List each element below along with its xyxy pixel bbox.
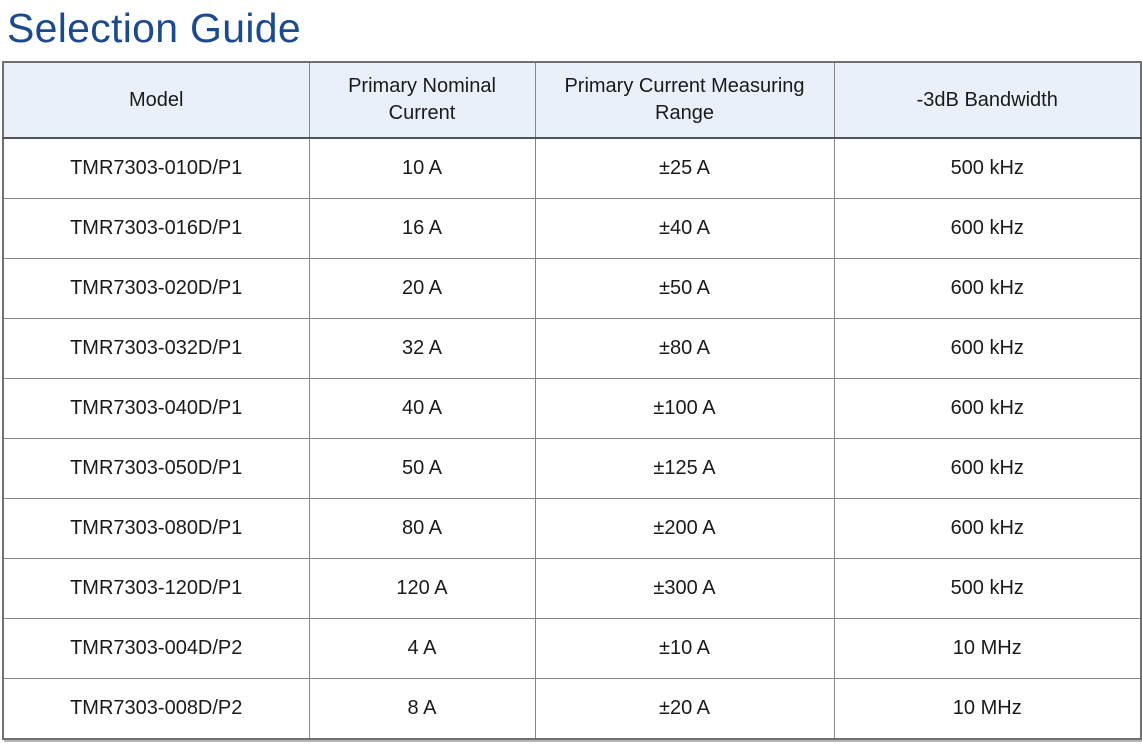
- column-header-model: Model: [2, 61, 310, 140]
- table-row: TMR7303-008D/P2 8 A ±20 A 10 MHz: [2, 678, 1142, 740]
- column-header-primary-nominal-current: Primary Nominal Current: [308, 61, 536, 140]
- cell-primary-nominal-current: 4 A: [308, 618, 536, 680]
- cell-bandwidth: 500 kHz: [833, 558, 1142, 620]
- cell-model: TMR7303-020D/P1: [2, 258, 310, 320]
- cell-primary-nominal-current: 10 A: [308, 137, 536, 200]
- cell-model: TMR7303-120D/P1: [2, 558, 310, 620]
- cell-bandwidth: 600 kHz: [833, 258, 1142, 320]
- cell-bandwidth: 10 MHz: [833, 618, 1142, 680]
- table-body: TMR7303-010D/P1 10 A ±25 A 500 kHz TMR7303-0…: [2, 137, 1142, 740]
- cell-bandwidth: 500 kHz: [833, 137, 1142, 200]
- table-row: TMR7303-016D/P1 16 A ±40 A 600 kHz: [2, 198, 1142, 260]
- cell-primary-current-measuring-range: ±20 A: [534, 678, 835, 740]
- cell-primary-current-measuring-range: ±125 A: [534, 438, 835, 500]
- cell-model: TMR7303-032D/P1: [2, 318, 310, 380]
- cell-primary-current-measuring-range: ±50 A: [534, 258, 835, 320]
- cell-model: TMR7303-004D/P2: [2, 618, 310, 680]
- cell-primary-current-measuring-range: ±200 A: [534, 498, 835, 560]
- column-header-primary-current-measuring-range: Primary Current Measuring Range: [534, 61, 835, 140]
- cell-primary-nominal-current: 20 A: [308, 258, 536, 320]
- table-row: TMR7303-080D/P1 80 A ±200 A 600 kHz: [2, 498, 1142, 560]
- cell-primary-current-measuring-range: ±300 A: [534, 558, 835, 620]
- table-header: Model Primary Nominal Current Primary Curr…: [2, 61, 1142, 140]
- cell-primary-current-measuring-range: ±80 A: [534, 318, 835, 380]
- cell-primary-nominal-current: 50 A: [308, 438, 536, 500]
- cell-bandwidth: 600 kHz: [833, 378, 1142, 440]
- table-row: TMR7303-010D/P1 10 A ±25 A 500 kHz: [2, 137, 1142, 200]
- cell-model: TMR7303-040D/P1: [2, 378, 310, 440]
- cell-primary-current-measuring-range: ±25 A: [534, 137, 835, 200]
- table-row: TMR7303-020D/P1 20 A ±50 A 600 kHz: [2, 258, 1142, 320]
- cell-primary-nominal-current: 40 A: [308, 378, 536, 440]
- cell-bandwidth: 600 kHz: [833, 498, 1142, 560]
- cell-primary-nominal-current: 16 A: [308, 198, 536, 260]
- header-row: Model Primary Nominal Current Primary Curr…: [2, 61, 1142, 140]
- table-row: TMR7303-004D/P2 4 A ±10 A 10 MHz: [2, 618, 1142, 680]
- cell-primary-current-measuring-range: ±100 A: [534, 378, 835, 440]
- cell-model: TMR7303-016D/P1: [2, 198, 310, 260]
- cell-bandwidth: 600 kHz: [833, 198, 1142, 260]
- cell-model: TMR7303-050D/P1: [2, 438, 310, 500]
- cell-bandwidth: 600 kHz: [833, 438, 1142, 500]
- page-title: Selection Guide: [7, 5, 301, 51]
- table-row: TMR7303-032D/P1 32 A ±80 A 600 kHz: [2, 318, 1142, 380]
- cell-model: TMR7303-008D/P2: [2, 678, 310, 740]
- cell-bandwidth: 600 kHz: [833, 318, 1142, 380]
- cell-primary-current-measuring-range: ±10 A: [534, 618, 835, 680]
- cell-model: TMR7303-080D/P1: [2, 498, 310, 560]
- table-row: TMR7303-040D/P1 40 A ±100 A 600 kHz: [2, 378, 1142, 440]
- selection-guide-table: Model Primary Nominal Current Primary Curr…: [2, 61, 1142, 741]
- cell-primary-nominal-current: 120 A: [308, 558, 536, 620]
- cell-bandwidth: 10 MHz: [833, 678, 1142, 740]
- cell-primary-nominal-current: 32 A: [308, 318, 536, 380]
- cell-model: TMR7303-010D/P1: [2, 137, 310, 200]
- table-row: TMR7303-050D/P1 50 A ±125 A 600 kHz: [2, 438, 1142, 500]
- cell-primary-current-measuring-range: ±40 A: [534, 198, 835, 260]
- cell-primary-nominal-current: 80 A: [308, 498, 536, 560]
- table-row: TMR7303-120D/P1 120 A ±300 A 500 kHz: [2, 558, 1142, 620]
- cell-primary-nominal-current: 8 A: [308, 678, 536, 740]
- column-header-bandwidth: -3dB Bandwidth: [833, 61, 1142, 140]
